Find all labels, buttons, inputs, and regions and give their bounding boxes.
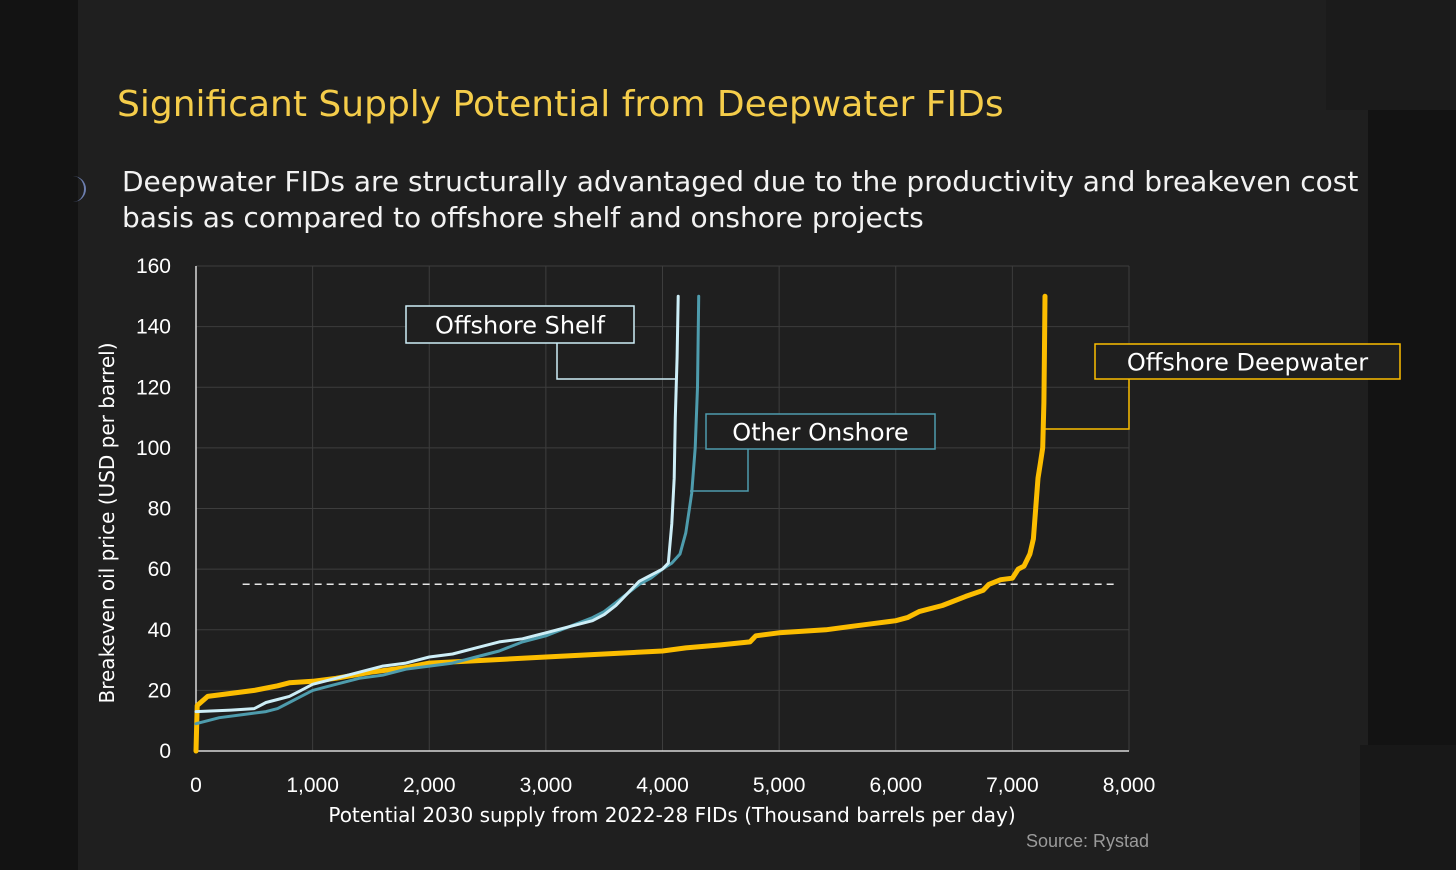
x-tick-label: 7,000 <box>986 774 1039 797</box>
x-axis-label: Potential 2030 supply from 2022-28 FIDs … <box>328 803 1015 827</box>
y-tick-label: 0 <box>159 740 171 763</box>
chart-axes <box>195 266 1129 752</box>
chart-ticks: 0 20 40 60 80 100 120 140 160 0 1,000 2,000 3,000 4,0… <box>136 255 1155 797</box>
y-tick-label: 160 <box>136 255 171 278</box>
y-tick-label: 40 <box>148 619 171 642</box>
y-tick-label: 20 <box>148 679 171 702</box>
chart-series <box>193 293 1048 754</box>
page-title: Significant Supply Potential from Deepwa… <box>117 84 1004 125</box>
callout-box-other-onshore <box>705 413 936 450</box>
series-line-offshore-deepwater <box>193 293 1048 754</box>
y-tick-label: 100 <box>136 437 171 460</box>
x-tick-label: 8,000 <box>1103 774 1156 797</box>
x-tick-label: 3,000 <box>520 774 573 797</box>
series-line-offshore-shelf <box>194 294 680 714</box>
page-subtitle: Deepwater FIDs are structurally advantag… <box>122 165 1359 234</box>
callout-leader-offshore-shelf <box>556 343 676 380</box>
callout-label-offshore-shelf: Offshore Shelf <box>435 312 605 340</box>
callout-leader-offshore-deepwater <box>1045 379 1130 430</box>
y-tick-label: 80 <box>148 498 171 521</box>
series-line-other-onshore <box>194 294 701 726</box>
callout-box-offshore-shelf <box>405 305 635 344</box>
y-axis-label: Breakeven oil price (USD per barrel) <box>95 343 119 704</box>
corner-panel <box>1360 745 1456 870</box>
x-tick-label: 0 <box>190 774 202 797</box>
x-tick-label: 1,000 <box>286 774 339 797</box>
x-tick-label: 6,000 <box>869 774 922 797</box>
y-tick-label: 120 <box>136 376 171 399</box>
series-labels: Offshore Shelf Other Onshore Offshore Deep… <box>405 305 1401 492</box>
y-tick-label: 60 <box>148 558 171 581</box>
callout-leader-other-onshore <box>690 449 749 492</box>
chart-grid <box>196 265 1130 751</box>
x-tick-label: 4,000 <box>636 774 689 797</box>
x-tick-label: 2,000 <box>403 774 456 797</box>
callout-label-other-onshore: Other Onshore <box>732 419 908 447</box>
x-tick-label: 5,000 <box>753 774 806 797</box>
callout-box-offshore-deepwater <box>1094 343 1401 380</box>
bullet-marker <box>70 176 86 202</box>
source-note: Source: Rystad <box>1026 831 1150 851</box>
y-tick-label: 140 <box>136 316 171 339</box>
callout-label-offshore-deepwater: Offshore Deepwater <box>1127 349 1368 377</box>
corner-panel <box>1326 0 1456 110</box>
